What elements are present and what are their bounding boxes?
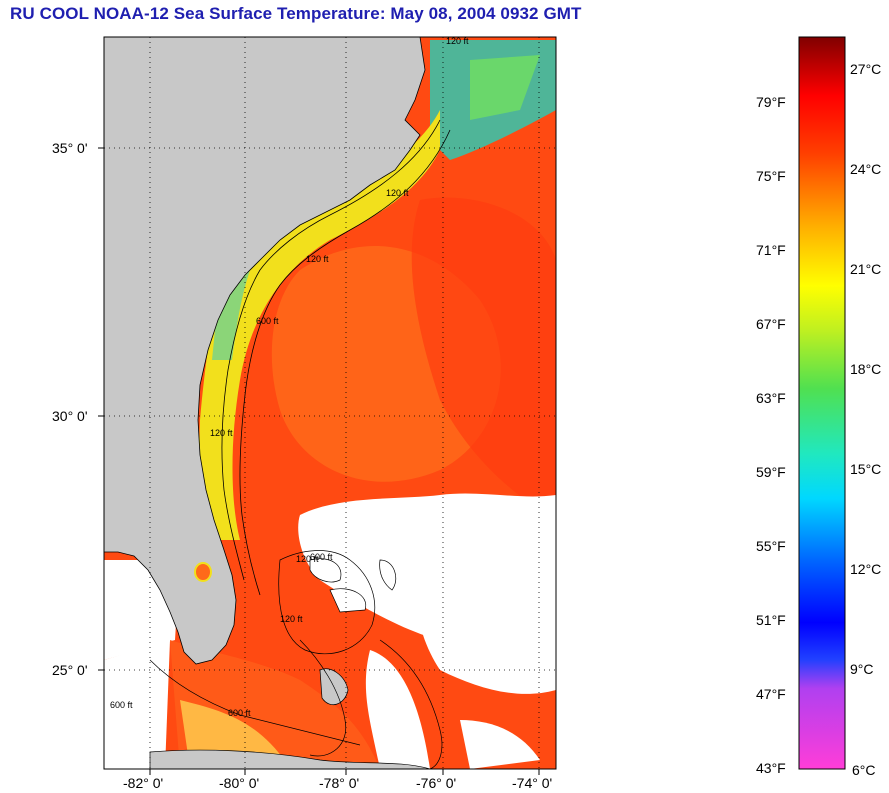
contour-label: 600 ft xyxy=(110,700,133,710)
bahamas-island xyxy=(309,558,342,583)
colorbar-f-label: 79°F xyxy=(756,94,786,110)
map-title: RU COOL NOAA-12 Sea Surface Temperature:… xyxy=(10,4,582,23)
contour-label: 600 ft xyxy=(310,552,333,562)
lake-okeechobee xyxy=(194,562,212,582)
coastal-shelf-waters xyxy=(199,110,440,540)
cloud-south-east xyxy=(460,720,540,769)
contour-label: 600 ft xyxy=(228,708,251,718)
contour-600ft xyxy=(239,129,451,596)
colorbar-c-label: 21°C xyxy=(850,261,882,277)
lon-label: -80° 0' xyxy=(219,775,259,791)
colorbar-f-label: 51°F xyxy=(756,612,786,628)
axis-ticks xyxy=(98,147,540,775)
land-mass xyxy=(104,37,426,665)
cloud-cover-south xyxy=(416,560,556,694)
colorbar-f-label: 67°F xyxy=(756,316,786,332)
colorbar-f-label: 63°F xyxy=(756,390,786,406)
bank-contour-east xyxy=(379,639,443,769)
contour-label: 120 ft xyxy=(386,188,409,198)
contour-120ft xyxy=(221,119,441,581)
graticule xyxy=(104,37,556,769)
colorbar-c-label: 9°C xyxy=(850,661,874,677)
lon-label: -74° 0' xyxy=(512,775,552,791)
contour-label: 120 ft xyxy=(446,36,469,46)
colorbar-f-label: 75°F xyxy=(756,168,786,184)
map-frame xyxy=(103,36,557,770)
keys-contour xyxy=(149,659,361,746)
colorbar-f-label: 59°F xyxy=(756,464,786,480)
contour-label: 120 ft xyxy=(296,554,319,564)
lat-label: 35° 0' xyxy=(52,140,88,156)
contour-label: 600 ft xyxy=(256,316,279,326)
lon-label: -78° 0' xyxy=(319,775,359,791)
shelf-green xyxy=(470,55,540,120)
cloud-patch xyxy=(355,520,396,556)
colorbar-c-label: 18°C xyxy=(850,361,882,377)
colorbar-f-label: 47°F xyxy=(756,686,786,702)
bahamas-island xyxy=(329,588,367,613)
colorbar-c-label: 27°C xyxy=(850,61,882,77)
map-content: 120 ft 120 ft 120 ft 600 ft 120 ft 120 f… xyxy=(104,36,556,769)
colorbar-c-label: 12°C xyxy=(850,561,882,577)
contour-label: 120 ft xyxy=(210,428,233,438)
contour-label: 120 ft xyxy=(280,614,303,624)
colorbar-c-label: 15°C xyxy=(850,461,882,477)
cloud-bahamas xyxy=(365,650,430,769)
lat-label: 25° 0' xyxy=(52,662,88,678)
contour-label: 120 ft xyxy=(306,254,329,264)
colorbar-f-label: 55°F xyxy=(756,538,786,554)
lat-label: 30° 0' xyxy=(52,408,88,424)
colorbar-c-label: 6°C xyxy=(852,762,876,778)
colorbar xyxy=(798,36,846,770)
gulf-stream-core xyxy=(411,197,556,520)
colorbar-f-label: 43°F xyxy=(756,760,786,776)
cuba-coast xyxy=(149,749,431,769)
bahamas-bank-contour xyxy=(278,550,376,655)
lon-label: -82° 0' xyxy=(123,775,163,791)
bahamas-island xyxy=(379,559,397,591)
lon-label: -76° 0' xyxy=(416,775,456,791)
no-data-west xyxy=(104,640,170,769)
colorbar-c-label: 24°C xyxy=(850,161,882,177)
bank-contour xyxy=(299,639,347,757)
colorbar-f-label: 71°F xyxy=(756,242,786,258)
